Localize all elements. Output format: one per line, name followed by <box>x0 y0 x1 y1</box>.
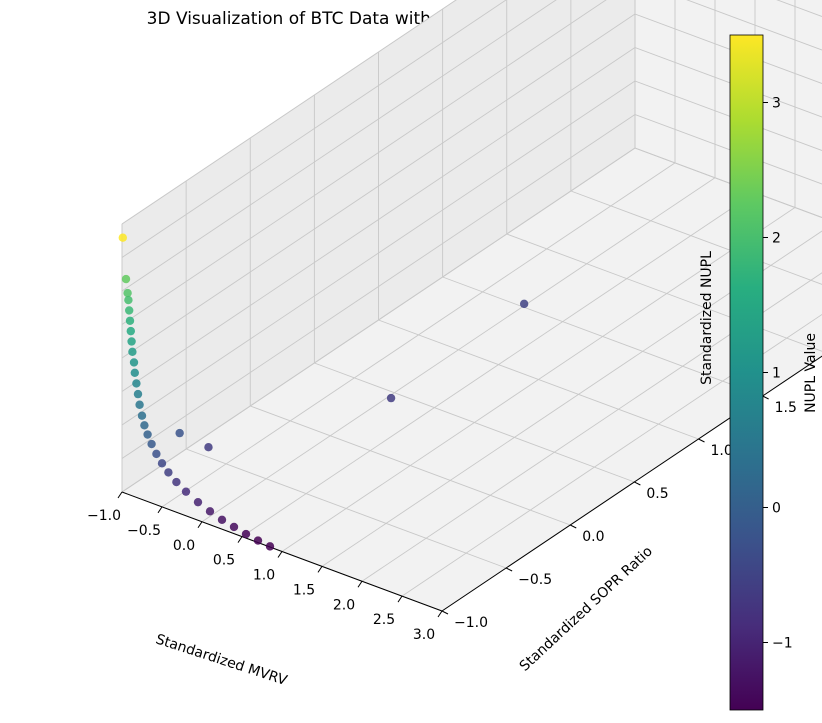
y-tick-label: −1.0 <box>454 615 488 631</box>
y-tick-label: 1.5 <box>775 400 797 416</box>
grid-line <box>442 276 763 397</box>
data-point <box>121 274 131 284</box>
data-point <box>118 233 128 242</box>
grid-line <box>401 313 822 597</box>
x-tick-label: 1.5 <box>293 582 315 598</box>
x-tick-label: 0.0 <box>173 538 195 554</box>
data-point <box>172 477 181 487</box>
data-point <box>386 393 396 403</box>
x-tick <box>277 551 283 558</box>
data-point <box>135 400 144 409</box>
data-point <box>125 306 134 315</box>
data-point <box>204 443 213 452</box>
colorbar-tick-label: 3 <box>772 96 781 112</box>
colorbar-tick-label: −1 <box>772 636 793 652</box>
x-tick <box>157 506 163 514</box>
grid-line <box>121 13 636 359</box>
grid-line <box>361 272 822 582</box>
data-point <box>265 542 275 551</box>
data-point <box>175 428 184 438</box>
colorbar <box>729 34 764 711</box>
colorbar-label: NUPL Value <box>803 333 819 413</box>
colorbar-tick-label: 1 <box>772 366 781 382</box>
data-point <box>157 459 167 468</box>
data-point <box>133 389 143 399</box>
z-axis-label: Standardized NUPL <box>699 251 715 385</box>
x-tick-label: 2.5 <box>373 612 395 628</box>
grid-line <box>121 0 457 225</box>
x-tick-label: 3.0 <box>413 627 435 643</box>
data-point <box>126 326 135 336</box>
data-point <box>193 497 203 507</box>
y-tick-label: 0.0 <box>582 529 604 545</box>
grid-line <box>776 0 822 18</box>
y-tick <box>762 395 769 400</box>
y-tick-label: 0.5 <box>646 486 668 502</box>
data-point <box>137 411 147 420</box>
y-axis-label: Standardized SOPR Ratio <box>517 543 656 674</box>
grid-line <box>506 233 822 352</box>
grid-line <box>121 0 607 325</box>
y-tick <box>441 610 449 615</box>
x-tick <box>117 491 123 499</box>
data-point <box>147 439 156 449</box>
x-axis-label: Standardized MVRV <box>154 631 290 689</box>
x-tick <box>397 595 403 603</box>
x-tick-label: 2.0 <box>333 597 355 613</box>
data-point <box>217 515 227 525</box>
x-tick-label: −0.5 <box>127 523 161 539</box>
data-point <box>140 421 149 430</box>
tick-labels: −1.0−1.0−1.0−0.5−0.5−0.50.00.00.00.50.50… <box>87 400 797 643</box>
y-tick <box>570 524 577 529</box>
colorbar-tick-label: 2 <box>772 231 781 247</box>
grid-line <box>121 0 507 258</box>
grid-lines <box>121 0 822 612</box>
back-pane <box>634 0 822 219</box>
y-tick <box>698 438 705 443</box>
data-point <box>127 337 136 346</box>
x-tick <box>237 536 243 543</box>
data-point <box>132 379 141 388</box>
colorbar-ticks: −1 0 1 2 3 <box>763 96 793 652</box>
data-point <box>128 347 137 357</box>
grid-line <box>634 147 822 219</box>
data-point <box>229 522 239 532</box>
x-tick-label: −1.0 <box>87 508 121 524</box>
data-point <box>164 468 173 477</box>
data-point <box>129 358 139 367</box>
data-points <box>118 233 529 551</box>
data-point <box>253 536 263 545</box>
data-point <box>125 316 135 325</box>
data-point <box>124 295 133 305</box>
y-tick <box>634 481 641 486</box>
grid-line <box>121 0 557 292</box>
axis-panes <box>120 0 822 612</box>
data-point <box>123 288 132 298</box>
x-tick-label: 1.0 <box>253 568 275 584</box>
data-point <box>152 449 161 459</box>
x-tick <box>197 521 203 529</box>
data-point <box>519 299 529 309</box>
x-tick <box>317 566 323 573</box>
x-tick <box>437 610 443 618</box>
tick-marks <box>117 395 769 618</box>
data-point <box>205 507 215 516</box>
y-tick <box>505 567 513 572</box>
colorbar-tick-label: 0 <box>772 501 781 517</box>
y-tick-label: −0.5 <box>518 572 552 588</box>
grid-line <box>686 0 822 51</box>
x-tick-label: 0.5 <box>213 553 235 569</box>
data-point <box>181 487 191 496</box>
data-point <box>143 430 152 439</box>
grid-line <box>378 319 699 440</box>
data-point <box>241 529 251 539</box>
grid-line <box>634 13 822 85</box>
y-tick-label: 1.0 <box>711 443 733 459</box>
x-tick <box>357 580 363 588</box>
data-point <box>130 368 139 378</box>
